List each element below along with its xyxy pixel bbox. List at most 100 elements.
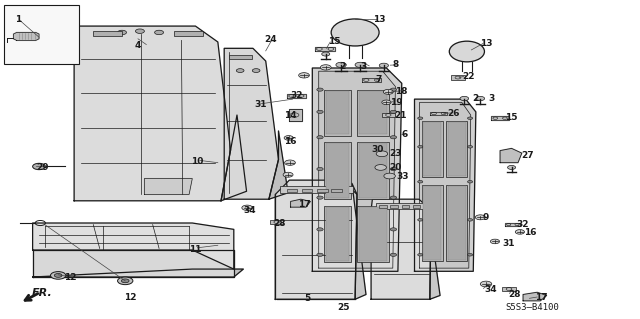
- Text: 34: 34: [484, 285, 497, 293]
- Circle shape: [375, 165, 387, 170]
- Bar: [326, 207, 349, 261]
- Text: 29: 29: [36, 163, 49, 172]
- Circle shape: [480, 281, 492, 287]
- Circle shape: [136, 29, 145, 33]
- Text: 16: 16: [524, 228, 537, 237]
- Bar: [324, 90, 351, 136]
- Text: 9: 9: [483, 213, 489, 222]
- Circle shape: [476, 96, 484, 101]
- Text: 23: 23: [389, 149, 401, 158]
- Bar: [390, 205, 398, 208]
- Bar: [287, 189, 297, 192]
- Text: 19: 19: [390, 98, 403, 107]
- Bar: [280, 186, 353, 193]
- Circle shape: [467, 219, 472, 221]
- Circle shape: [317, 196, 323, 199]
- Text: 12: 12: [124, 293, 136, 302]
- Polygon shape: [371, 199, 431, 299]
- Circle shape: [508, 166, 516, 169]
- Text: 11: 11: [189, 245, 202, 254]
- Bar: [447, 122, 467, 177]
- Bar: [380, 205, 387, 208]
- Bar: [422, 122, 443, 177]
- Circle shape: [390, 253, 397, 256]
- Polygon shape: [506, 223, 520, 226]
- Text: 15: 15: [505, 113, 518, 122]
- Polygon shape: [430, 112, 447, 115]
- Bar: [174, 31, 203, 36]
- Polygon shape: [291, 199, 310, 207]
- Circle shape: [252, 69, 260, 72]
- Circle shape: [390, 167, 397, 171]
- Text: 7: 7: [375, 75, 381, 84]
- Bar: [357, 90, 389, 136]
- Circle shape: [242, 205, 253, 211]
- Circle shape: [460, 96, 468, 101]
- Text: 13: 13: [373, 15, 385, 24]
- Bar: [422, 185, 443, 261]
- Polygon shape: [287, 94, 305, 98]
- Bar: [451, 75, 465, 80]
- Bar: [402, 205, 410, 208]
- Bar: [502, 287, 516, 292]
- Circle shape: [390, 136, 397, 139]
- Text: 14: 14: [284, 111, 297, 120]
- Text: 17: 17: [298, 200, 311, 209]
- Circle shape: [118, 277, 133, 285]
- Circle shape: [467, 254, 472, 256]
- Bar: [326, 91, 349, 134]
- Circle shape: [321, 65, 331, 70]
- Polygon shape: [312, 68, 402, 271]
- Text: 8: 8: [393, 60, 399, 69]
- Text: 13: 13: [479, 39, 492, 48]
- Polygon shape: [319, 71, 396, 268]
- Polygon shape: [145, 179, 192, 195]
- Text: 2: 2: [339, 62, 346, 71]
- Circle shape: [418, 117, 423, 120]
- Bar: [229, 55, 252, 59]
- Text: 10: 10: [191, 157, 204, 166]
- Bar: [357, 205, 389, 262]
- Polygon shape: [420, 102, 470, 268]
- Polygon shape: [523, 292, 547, 301]
- Circle shape: [376, 151, 388, 157]
- Polygon shape: [33, 250, 234, 277]
- Text: 28: 28: [508, 290, 520, 299]
- Text: 6: 6: [402, 130, 408, 139]
- Bar: [359, 143, 387, 198]
- Polygon shape: [352, 183, 366, 299]
- Circle shape: [54, 273, 62, 277]
- Bar: [447, 185, 467, 261]
- Circle shape: [390, 196, 397, 199]
- Text: 22: 22: [462, 72, 474, 81]
- Bar: [4, 5, 79, 64]
- Text: 3: 3: [488, 94, 494, 103]
- Circle shape: [33, 163, 45, 170]
- Ellipse shape: [449, 41, 484, 62]
- Circle shape: [299, 73, 309, 78]
- Text: 12: 12: [64, 273, 76, 282]
- Text: 15: 15: [328, 37, 340, 46]
- Text: S5S3–B4100: S5S3–B4100: [505, 303, 559, 312]
- Text: 30: 30: [371, 145, 383, 154]
- Polygon shape: [289, 109, 302, 122]
- Circle shape: [390, 88, 397, 91]
- Circle shape: [322, 52, 330, 56]
- Bar: [448, 186, 466, 260]
- Circle shape: [467, 145, 472, 148]
- Text: 20: 20: [389, 163, 401, 172]
- Circle shape: [283, 172, 293, 177]
- Bar: [332, 189, 342, 192]
- Circle shape: [418, 145, 423, 148]
- Circle shape: [317, 253, 323, 256]
- Text: 4: 4: [135, 41, 141, 50]
- Circle shape: [355, 62, 365, 67]
- Circle shape: [285, 160, 295, 165]
- Text: 32: 32: [516, 220, 529, 229]
- Bar: [424, 122, 442, 176]
- Polygon shape: [269, 131, 288, 199]
- Text: 21: 21: [395, 111, 407, 120]
- Text: FR.: FR.: [31, 288, 52, 298]
- Bar: [424, 186, 442, 260]
- Polygon shape: [500, 148, 522, 163]
